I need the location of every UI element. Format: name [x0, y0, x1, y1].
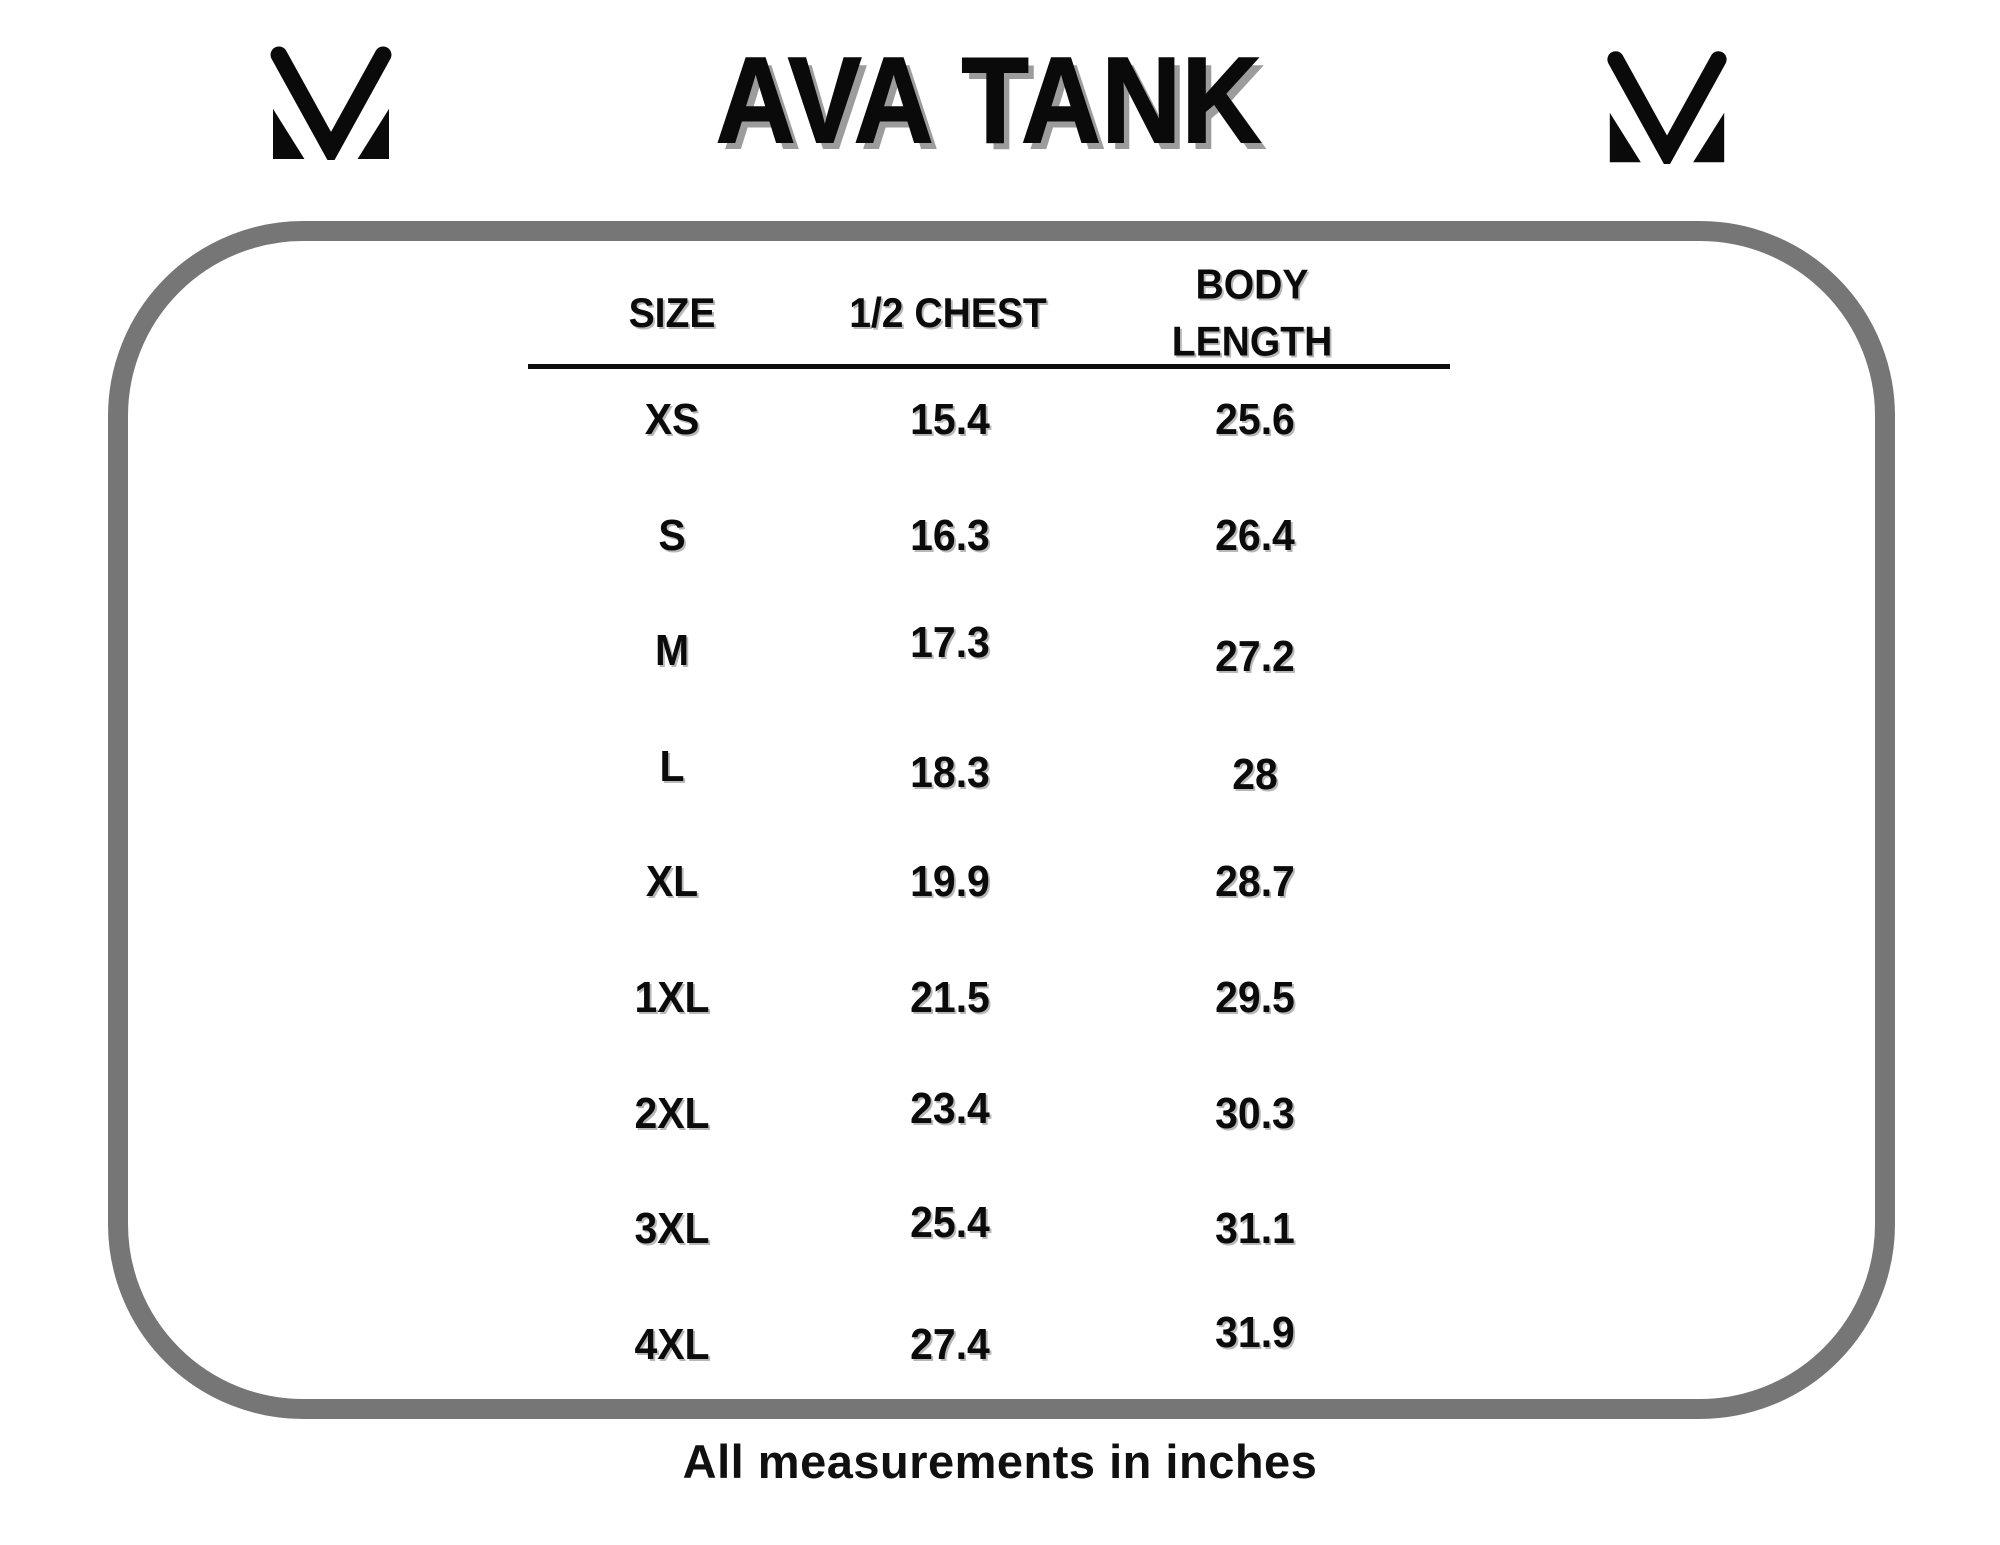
size-cell: XS: [644, 395, 700, 444]
size-cell: 1XL: [634, 973, 710, 1022]
half-chest-cell: 17.3: [910, 618, 990, 668]
size-table-frame: SIZE 1/2 CHEST BODY LENGTH XS 15.4 25.6 S 16…: [108, 221, 1895, 1419]
size-cell: S: [658, 510, 686, 560]
size-cell: 2XL: [634, 1088, 710, 1138]
mv-monogram-icon: [1607, 51, 1727, 170]
mv-monogram-logo-right: [1604, 48, 1730, 170]
measurements-note: All measurements in inches: [682, 1435, 1318, 1488]
mv-monogram-logo-left: [266, 44, 396, 167]
body-length-cell: 25.6: [1215, 395, 1295, 444]
size-cell: 4XL: [634, 1319, 710, 1369]
half-chest-cell: 25.4: [910, 1198, 990, 1248]
column-header-size: SIZE: [628, 289, 716, 336]
size-cell: XL: [645, 857, 699, 907]
column-header-body-length: BODY LENGTH: [1171, 260, 1333, 364]
body-length-cell: 28: [1232, 749, 1278, 799]
half-chest-cell: 27.4: [910, 1319, 990, 1369]
size-cell: L: [659, 741, 685, 791]
mv-monogram-icon: [270, 46, 392, 167]
half-chest-cell: 15.4: [910, 395, 990, 444]
half-chest-cell: 21.5: [910, 973, 990, 1022]
half-chest-cell: 18.3: [910, 747, 990, 797]
header-divider-line: [528, 364, 1450, 369]
size-cell: M: [654, 626, 690, 676]
body-length-cell: 29.5: [1215, 973, 1295, 1022]
page-title: AVA TANK: [715, 32, 1262, 168]
body-length-cell: 31.9: [1215, 1307, 1295, 1357]
half-chest-cell: 23.4: [910, 1083, 990, 1133]
body-length-cell: 30.3: [1215, 1088, 1295, 1138]
half-chest-cell: 16.3: [910, 510, 990, 560]
body-length-cell: 28.7: [1215, 857, 1295, 907]
body-length-cell: 31.1: [1215, 1204, 1295, 1254]
column-header-half-chest: 1/2 CHEST: [849, 289, 1047, 336]
half-chest-cell: 19.9: [910, 857, 990, 907]
body-length-cell: 27.2: [1215, 632, 1295, 682]
size-cell: 3XL: [634, 1204, 710, 1254]
body-length-cell: 26.4: [1215, 510, 1295, 560]
